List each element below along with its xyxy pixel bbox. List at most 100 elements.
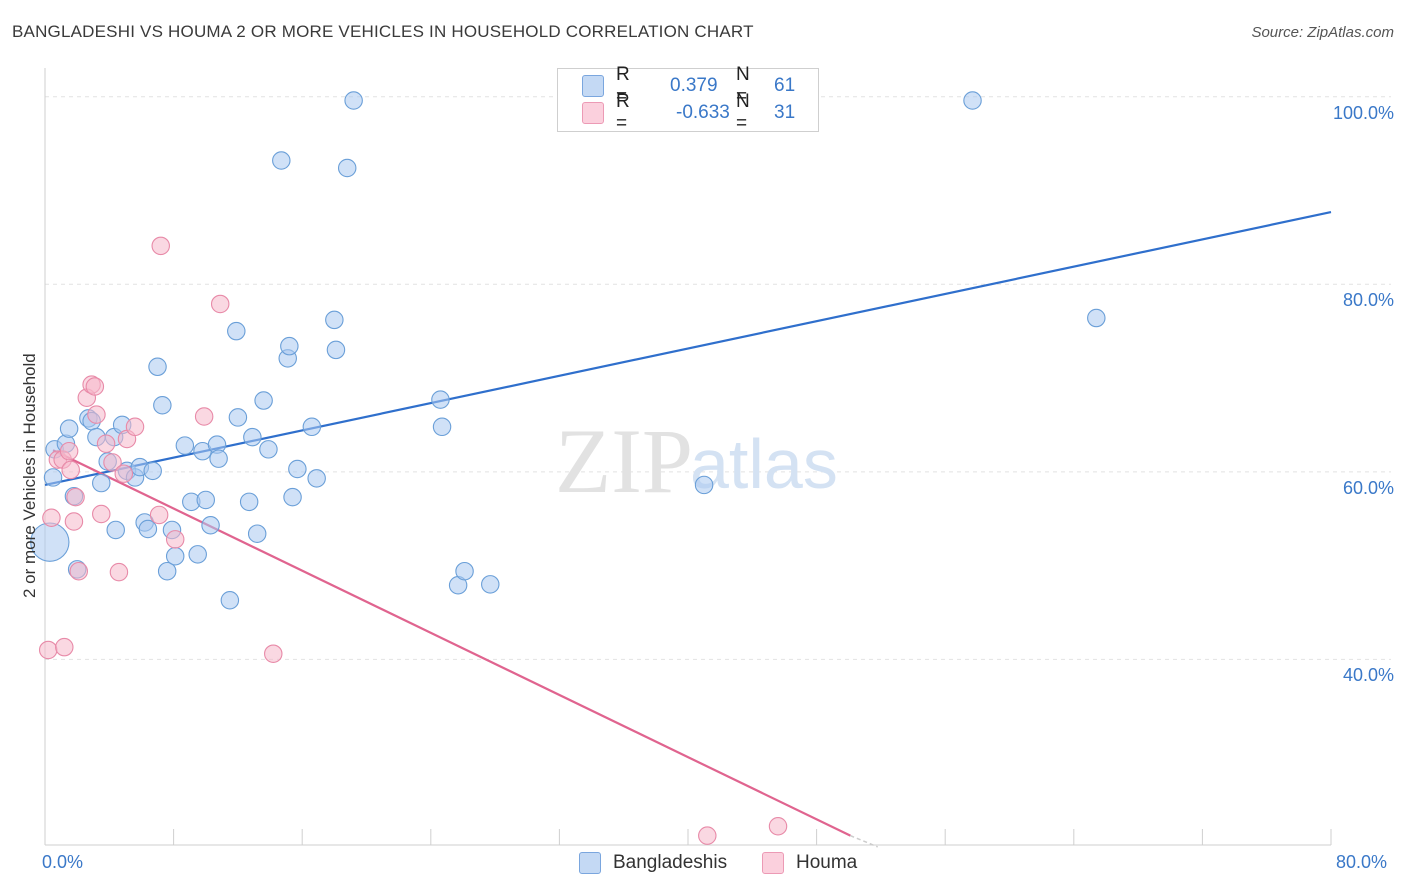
legend-swatch-houma	[582, 102, 604, 124]
point-bangladeshis	[157, 561, 177, 581]
grid	[45, 96, 1391, 660]
point-bangladeshis	[59, 419, 79, 438]
legend-item-bangladeshis[interactable]: Bangladeshis	[579, 852, 727, 874]
point-houma	[69, 561, 89, 581]
trend-extension	[850, 834, 878, 848]
point-bangladeshis	[92, 473, 111, 493]
legend-r-value: 0.379	[670, 75, 718, 96]
watermark: ZIP atlas	[555, 410, 838, 512]
y-axis-label: 2 or more Vehicles in Household	[20, 353, 39, 598]
point-bangladeshis	[481, 575, 500, 594]
point-bangladeshis	[259, 440, 278, 459]
point-houma	[109, 562, 129, 582]
point-bangladeshis	[288, 459, 307, 479]
point-bangladeshis	[283, 487, 302, 507]
correlation-legend: R = 0.379 N = 61 R = -0.633 N = 31	[557, 64, 819, 134]
point-houma	[96, 434, 116, 453]
point-houma	[38, 640, 58, 660]
point-bangladeshis	[209, 449, 228, 468]
legend-n-value: 31	[774, 102, 796, 123]
data-points	[30, 91, 1106, 845]
point-bangladeshis	[963, 91, 982, 110]
point-bangladeshis	[153, 395, 172, 415]
source-label: Source: ZipAtlas.com	[1251, 24, 1394, 41]
watermark-atlas: atlas	[690, 425, 838, 503]
legend-label: Bangladeshis	[613, 852, 728, 873]
point-bangladeshis	[175, 436, 195, 455]
y-tick-label: 80.0%	[1342, 290, 1394, 311]
point-houma	[85, 377, 105, 396]
point-bangladeshis	[344, 91, 363, 110]
point-houma	[42, 508, 61, 528]
point-bangladeshis	[272, 151, 291, 170]
watermark-zip: ZIP	[555, 410, 693, 512]
trend-lines	[44, 211, 1332, 848]
point-houma	[264, 644, 283, 663]
point-houma	[61, 460, 80, 480]
y-tick-label: 100.0%	[1332, 102, 1394, 123]
axes	[44, 68, 1332, 846]
point-bangladeshis	[239, 492, 259, 512]
point-houma	[768, 817, 788, 836]
point-bangladeshis	[148, 357, 167, 377]
legend-swatch-bangladeshis	[579, 852, 601, 874]
point-bangladeshis	[138, 519, 158, 539]
point-houma	[165, 530, 185, 549]
point-bangladeshis	[201, 516, 220, 535]
point-houma	[698, 826, 717, 845]
point-bangladeshis	[188, 545, 207, 564]
point-bangladeshis	[326, 340, 346, 360]
point-bangladeshis	[106, 520, 125, 540]
point-bangladeshis	[254, 391, 273, 410]
point-bangladeshis	[280, 336, 299, 356]
point-bangladeshis	[165, 546, 185, 566]
point-bangladeshis	[432, 417, 452, 437]
point-houma	[114, 464, 134, 483]
point-bangladeshis	[227, 321, 246, 341]
legend-n-value: 61	[774, 75, 796, 96]
point-houma	[64, 512, 84, 531]
legend-n-label: N =	[736, 64, 750, 107]
point-bangladeshis	[43, 468, 63, 487]
legend-n-label: N =	[736, 91, 750, 134]
point-bangladeshis	[196, 490, 215, 510]
legend-swatch-bangladeshis	[582, 75, 604, 97]
point-bangladeshis	[694, 475, 714, 495]
point-houma	[103, 453, 122, 472]
point-houma	[194, 407, 214, 426]
point-bangladeshis	[302, 417, 322, 437]
point-bangladeshis	[455, 561, 474, 581]
legend-r-label: R =	[616, 91, 630, 134]
y-tick-label: 40.0%	[1342, 665, 1394, 686]
trend-line-houma	[52, 449, 851, 837]
point-houma	[92, 504, 111, 524]
point-houma	[66, 487, 85, 507]
legend-r-value: -0.633	[676, 102, 730, 123]
point-houma	[125, 417, 145, 437]
x-tick-label: 80.0%	[1336, 852, 1388, 872]
point-bangladeshis	[143, 461, 162, 481]
point-houma	[151, 236, 170, 256]
legend-item-houma[interactable]: Houma	[762, 852, 857, 874]
point-houma	[55, 637, 74, 657]
point-bangladeshis	[228, 408, 248, 427]
point-houma	[59, 441, 79, 461]
legend-label: Houma	[796, 852, 858, 873]
point-bangladeshis	[431, 390, 450, 409]
y-tick-label: 60.0%	[1342, 477, 1394, 498]
point-bangladeshis	[243, 427, 262, 447]
point-houma	[87, 405, 106, 424]
point-houma	[149, 505, 169, 525]
chart-title: BANGLADESHI VS HOUMA 2 OR MORE VEHICLES …	[12, 22, 754, 41]
point-bangladeshis	[307, 469, 326, 488]
point-bangladeshis	[247, 524, 267, 543]
point-bangladeshis	[337, 158, 357, 178]
point-houma	[210, 294, 230, 314]
legend-r-label: R =	[616, 64, 630, 107]
point-bangladeshis	[220, 591, 240, 610]
legend-swatch-houma	[762, 852, 784, 874]
x-tick-label: 0.0%	[42, 852, 84, 872]
point-bangladeshis	[1087, 308, 1106, 328]
point-bangladeshis	[325, 310, 344, 330]
